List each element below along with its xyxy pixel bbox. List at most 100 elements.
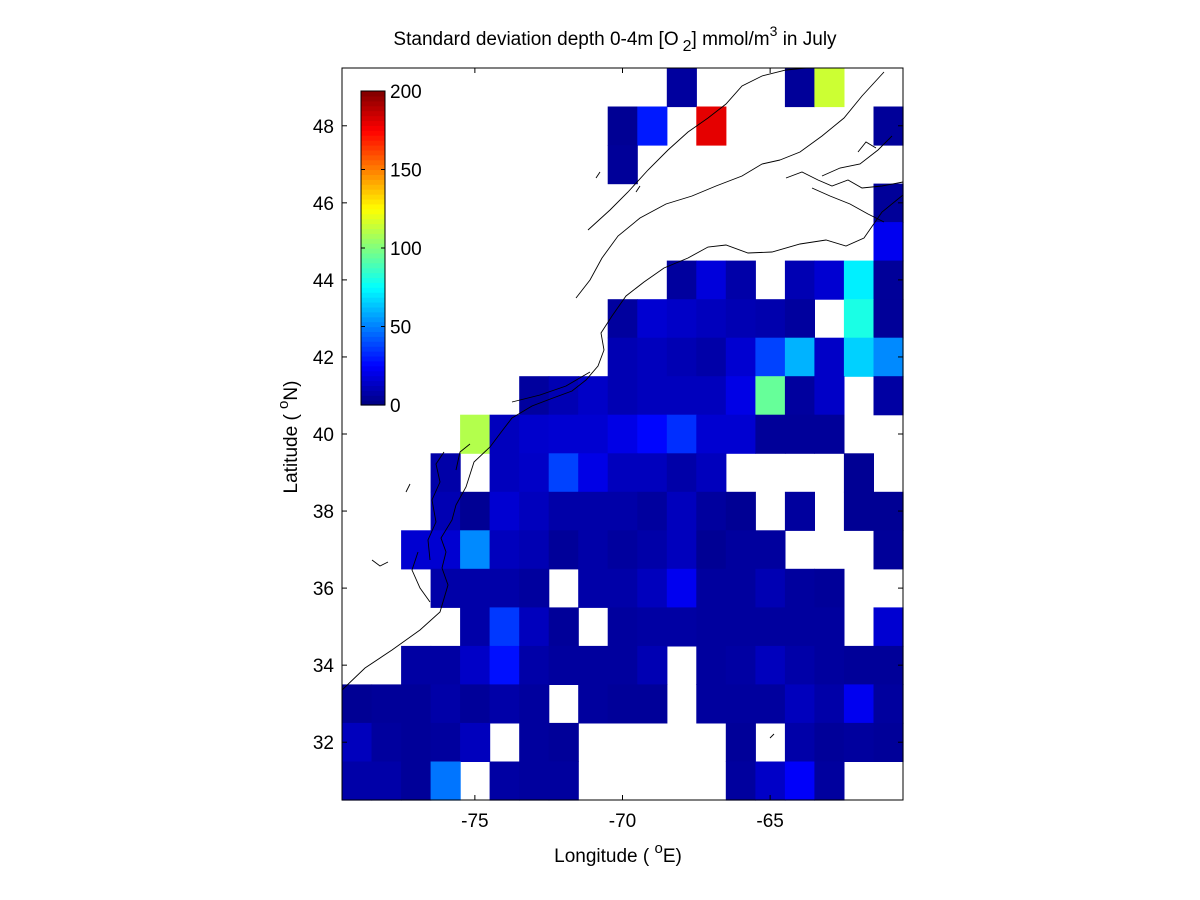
colorbar-segment bbox=[361, 257, 385, 264]
coastline-segment bbox=[811, 187, 885, 223]
heatmap-cell bbox=[607, 453, 638, 493]
heatmap-cell bbox=[401, 722, 432, 762]
heatmap-cell bbox=[725, 414, 756, 454]
heatmap-cell bbox=[784, 260, 815, 300]
coastline bbox=[341, 67, 904, 739]
heatmap-cell bbox=[578, 684, 609, 724]
heatmap-cell bbox=[489, 761, 520, 801]
heatmap-cell bbox=[548, 453, 579, 493]
colorbar-segment bbox=[361, 248, 385, 254]
heatmap-cell bbox=[607, 106, 638, 146]
heatmap-cell bbox=[666, 337, 697, 377]
x-tick-label: -65 bbox=[756, 811, 783, 832]
heatmap-cell bbox=[814, 68, 845, 108]
heatmap-cell bbox=[814, 761, 845, 801]
heatmap-cell bbox=[755, 761, 786, 801]
colorbar-segment bbox=[361, 277, 385, 283]
coastline-segment bbox=[635, 185, 641, 193]
heatmap-cell bbox=[578, 453, 609, 493]
colorbar-segment bbox=[361, 311, 385, 318]
heatmap-cell bbox=[666, 530, 697, 570]
heatmap-cell bbox=[873, 376, 904, 416]
heatmap-cell bbox=[637, 299, 668, 339]
colorbar: 0 50 100 150 200 bbox=[360, 82, 422, 417]
heatmap-cell bbox=[755, 376, 786, 416]
heatmap-cell bbox=[401, 684, 432, 724]
heatmap-cell bbox=[519, 761, 550, 801]
heatmap-cell bbox=[489, 414, 520, 454]
coastline-segment bbox=[769, 733, 775, 739]
heatmap-cell bbox=[843, 337, 874, 377]
heatmap-cell bbox=[637, 453, 668, 493]
colorbar-tick-label: 150 bbox=[390, 161, 422, 182]
heatmap-cell bbox=[696, 530, 727, 570]
colorbar-segment bbox=[361, 208, 385, 215]
heatmap-cell bbox=[637, 337, 668, 377]
heatmap-cell bbox=[430, 761, 461, 801]
heatmap-cell bbox=[578, 491, 609, 531]
heatmap-cell bbox=[696, 453, 727, 493]
colorbar-segment bbox=[361, 390, 385, 396]
colorbar-segment bbox=[361, 262, 385, 269]
heatmap-cell bbox=[666, 491, 697, 531]
colorbar-segment bbox=[361, 297, 385, 303]
heatmap-cell bbox=[784, 376, 815, 416]
heatmap-cells bbox=[342, 68, 904, 801]
colorbar-segment bbox=[361, 267, 385, 274]
heatmap-cell bbox=[843, 684, 874, 724]
heatmap-cell bbox=[548, 722, 579, 762]
colorbar-segment bbox=[361, 272, 385, 279]
heatmap-cell bbox=[489, 684, 520, 724]
colorbar-segment bbox=[361, 159, 385, 166]
heatmap-cell bbox=[666, 607, 697, 647]
heatmap-cell bbox=[725, 761, 756, 801]
colorbar-segment bbox=[361, 341, 385, 347]
heatmap-cell bbox=[814, 722, 845, 762]
colorbar-segment bbox=[361, 194, 385, 200]
heatmap-cell bbox=[637, 645, 668, 685]
colorbar-segment bbox=[361, 149, 385, 156]
heatmap-cell bbox=[342, 684, 373, 724]
heatmap-cell bbox=[814, 684, 845, 724]
heatmap-cell bbox=[755, 607, 786, 647]
coastline-segment bbox=[595, 171, 601, 179]
heatmap-cell bbox=[814, 414, 845, 454]
heatmap-cell bbox=[666, 260, 697, 300]
colorbar-segment bbox=[361, 228, 385, 234]
heatmap-cell bbox=[460, 491, 491, 531]
y-tick-label: 46 bbox=[313, 194, 334, 215]
heatmap-cell bbox=[784, 68, 815, 108]
y-tick-label: 38 bbox=[313, 502, 334, 523]
coastline-segment bbox=[785, 171, 904, 189]
colorbar-segment bbox=[361, 380, 385, 386]
heatmap-cell bbox=[696, 260, 727, 300]
colorbar-segment bbox=[361, 395, 385, 401]
heatmap-cell bbox=[666, 414, 697, 454]
colorbar-segment bbox=[361, 120, 385, 126]
heatmap-cell bbox=[548, 414, 579, 454]
coastline-segment bbox=[411, 551, 431, 603]
heatmap-cell bbox=[666, 68, 697, 108]
heatmap-cell bbox=[696, 106, 727, 146]
heatmap-cell bbox=[755, 530, 786, 570]
colorbar-tick-label: 200 bbox=[390, 82, 422, 103]
heatmap-cell bbox=[814, 607, 845, 647]
colorbar-segment bbox=[361, 144, 385, 151]
heatmap-cell bbox=[814, 260, 845, 300]
heatmap-cell bbox=[607, 568, 638, 608]
heatmap-cell bbox=[725, 568, 756, 608]
heatmap-cell bbox=[696, 684, 727, 724]
heatmap-cell bbox=[519, 453, 550, 493]
colorbar-segment bbox=[361, 100, 385, 107]
heatmap-cell bbox=[489, 530, 520, 570]
heatmap-cell bbox=[607, 607, 638, 647]
colorbar-tick-label: 100 bbox=[390, 239, 422, 260]
heatmap-cell bbox=[519, 645, 550, 685]
colorbar-segment bbox=[361, 375, 385, 382]
heatmap-cell bbox=[637, 414, 668, 454]
heatmap-cell bbox=[637, 607, 668, 647]
heatmap-cell bbox=[637, 530, 668, 570]
colorbar-segment bbox=[361, 140, 385, 146]
heatmap-cell bbox=[430, 722, 461, 762]
